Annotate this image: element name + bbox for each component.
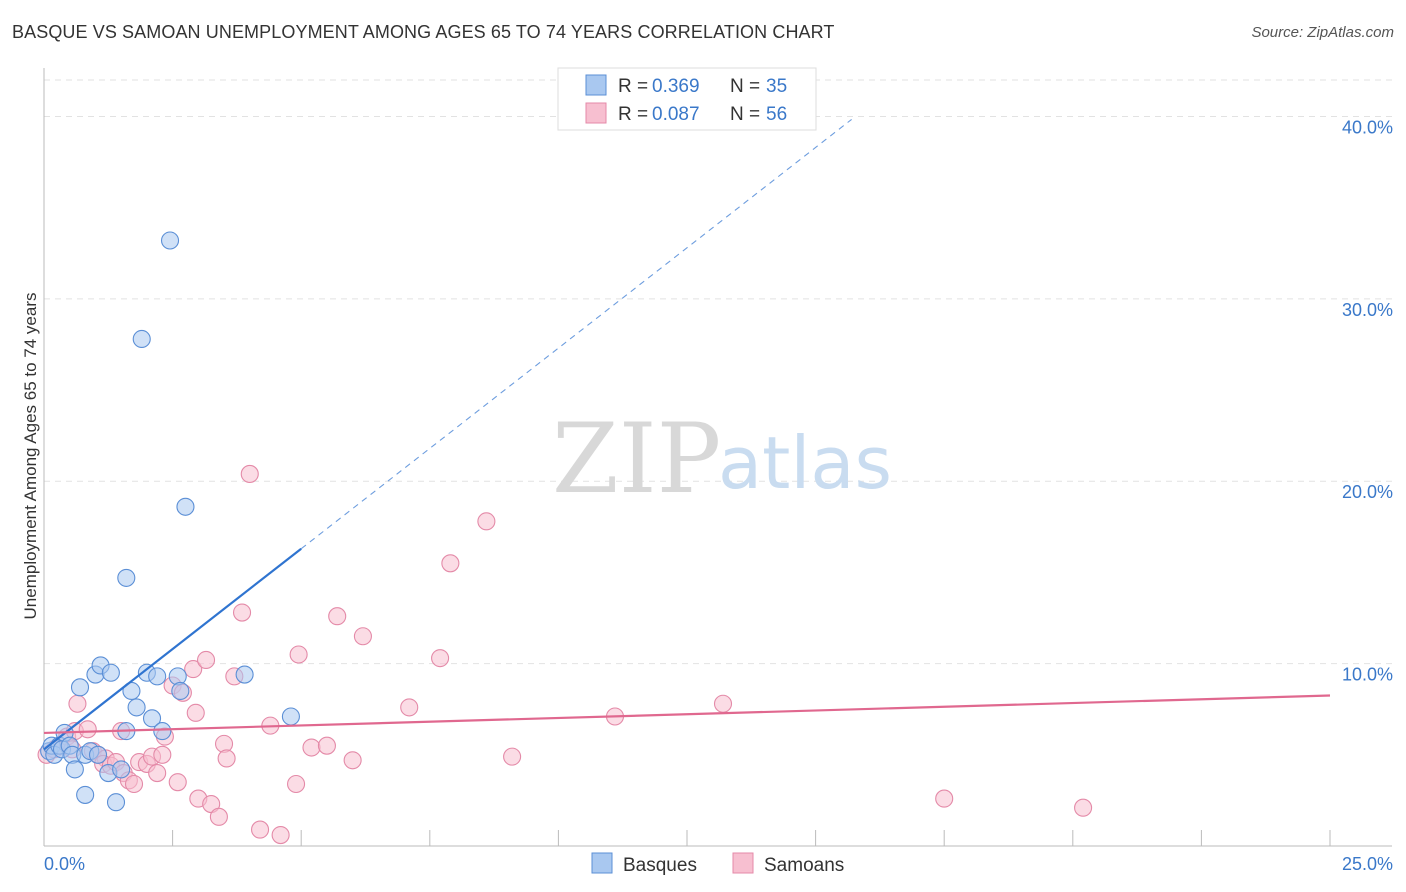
basque-point <box>65 760 84 779</box>
legend-swatch-samoan <box>585 102 607 124</box>
basque-point <box>106 793 126 812</box>
samoan-point <box>124 774 144 794</box>
bottom-legend-swatch-basque <box>591 852 613 874</box>
x-tick-label: 25.0% <box>1342 854 1393 874</box>
basque-point <box>112 760 131 779</box>
legend-r-value: 0.087 <box>652 104 700 125</box>
samoan-point <box>353 627 372 646</box>
samoan-point <box>196 650 216 670</box>
y-tick-label: 20.0% <box>1342 482 1393 502</box>
samoan-point <box>240 464 259 483</box>
axes <box>43 68 1392 847</box>
basque-point <box>148 667 167 686</box>
samoan-point <box>78 720 97 739</box>
y-tick-labels: 10.0% 20.0% 30.0% 40.0% <box>1342 117 1393 684</box>
y-tick-label: 30.0% <box>1342 300 1393 320</box>
samoan-point <box>713 694 733 713</box>
legend-r-label: R = <box>618 76 648 97</box>
y-tick-label: 10.0% <box>1342 665 1393 685</box>
samoan-point <box>477 512 496 531</box>
samoan-points <box>37 464 1093 845</box>
basque-point <box>117 568 136 587</box>
basque-point <box>281 707 300 726</box>
samoan-point <box>287 774 306 794</box>
samoan-point <box>289 645 308 664</box>
legend-n-value: 35 <box>766 76 787 97</box>
samoan-point <box>68 694 87 713</box>
basque-point <box>88 745 108 764</box>
basque-point <box>235 665 254 684</box>
basque-point <box>142 709 162 728</box>
basque-point <box>132 329 151 349</box>
bottom-legend: Basques Samoans <box>591 852 844 876</box>
x-tick-label: 0.0% <box>44 854 85 874</box>
bottom-legend-swatch-samoan <box>732 852 754 874</box>
samoan-point <box>186 703 205 722</box>
samoan-point <box>209 807 228 826</box>
legend-swatch-basque <box>585 74 607 96</box>
legend: R = 0.369 N = 35 R = 0.087 N = 56 <box>557 67 817 131</box>
basque-point <box>127 698 146 717</box>
trend-lines <box>43 118 1331 751</box>
basque-point <box>153 722 172 741</box>
basque-point <box>160 231 180 250</box>
samoan-point <box>302 738 321 757</box>
samoan-point <box>271 826 290 845</box>
samoan-point <box>441 554 460 573</box>
bottom-legend-label-samoan: Samoans <box>764 855 844 876</box>
basque-point <box>176 497 195 516</box>
samoan-point <box>217 749 236 768</box>
samoan-point <box>328 607 347 626</box>
legend-n-label: N = <box>730 104 760 125</box>
source-credit: Source: ZipAtlas.com <box>1251 24 1394 41</box>
basque-point <box>76 785 95 804</box>
samoan-trend-line <box>43 694 1331 735</box>
y-tick-label: 40.0% <box>1342 117 1393 137</box>
samoan-point <box>232 603 252 622</box>
samoan-point <box>153 745 172 764</box>
basque-point <box>171 681 190 701</box>
samoan-point <box>935 789 954 808</box>
x-tick-labels: 0.0% 25.0% <box>44 854 1393 874</box>
basque-point <box>101 663 120 682</box>
bottom-legend-label-basque: Basques <box>623 855 697 876</box>
watermark-atlas: atlas <box>718 421 892 505</box>
samoan-point <box>343 751 362 770</box>
gridlines <box>44 79 1392 665</box>
samoan-point <box>168 773 187 792</box>
basque-trend-line <box>43 547 302 751</box>
legend-n-label: N = <box>730 76 760 97</box>
samoan-point <box>1074 798 1093 817</box>
basque-point <box>70 678 90 697</box>
samoan-point <box>400 698 419 717</box>
samoan-point <box>148 763 167 783</box>
watermark-zip: ZIP <box>552 403 721 515</box>
samoan-point <box>317 736 336 755</box>
samoan-point <box>250 820 270 839</box>
legend-r-value: 0.369 <box>652 76 700 97</box>
samoan-point <box>184 660 203 679</box>
samoan-point <box>503 747 522 766</box>
legend-r-label: R = <box>618 104 648 125</box>
y-axis-label: Unemployment Among Ages 65 to 74 years <box>21 293 40 620</box>
chart-title: BASQUE VS SAMOAN UNEMPLOYMENT AMONG AGES… <box>12 22 835 42</box>
samoan-point <box>431 649 450 668</box>
legend-n-value: 56 <box>766 104 787 125</box>
